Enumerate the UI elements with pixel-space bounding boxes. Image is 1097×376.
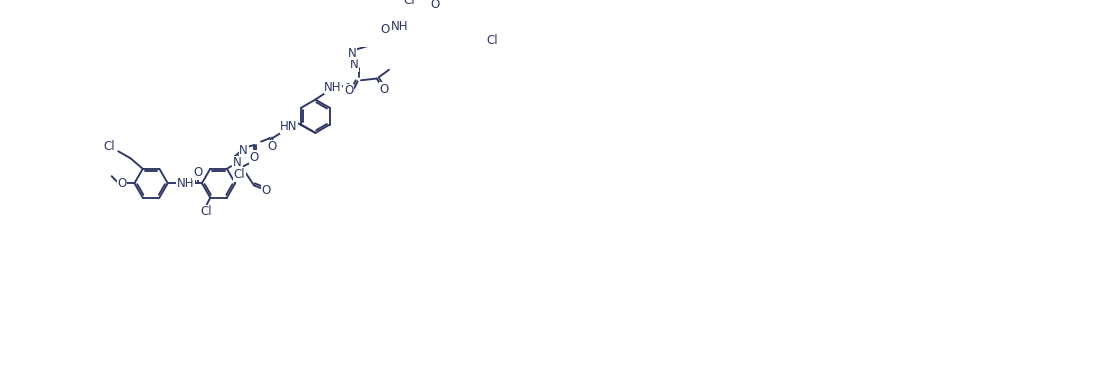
Text: NH: NH [325,81,341,94]
Text: O: O [431,0,440,11]
Text: N: N [239,144,248,157]
Text: Cl: Cl [404,0,416,8]
Text: Cl: Cl [486,34,498,47]
Text: O: O [381,23,389,36]
Text: N: N [348,47,357,60]
Text: N: N [233,156,241,169]
Text: O: O [249,151,259,164]
Text: Cl: Cl [103,140,115,153]
Text: Cl: Cl [234,168,245,182]
Text: Cl: Cl [200,205,212,218]
Text: NH: NH [177,177,194,190]
Text: O: O [262,184,271,197]
Text: HN: HN [281,120,298,133]
Text: O: O [268,140,278,153]
Text: O: O [117,177,127,190]
Text: NH: NH [392,20,409,33]
Text: O: O [344,84,353,97]
Text: O: O [193,166,202,179]
Text: N: N [350,58,359,71]
Text: O: O [380,83,388,96]
